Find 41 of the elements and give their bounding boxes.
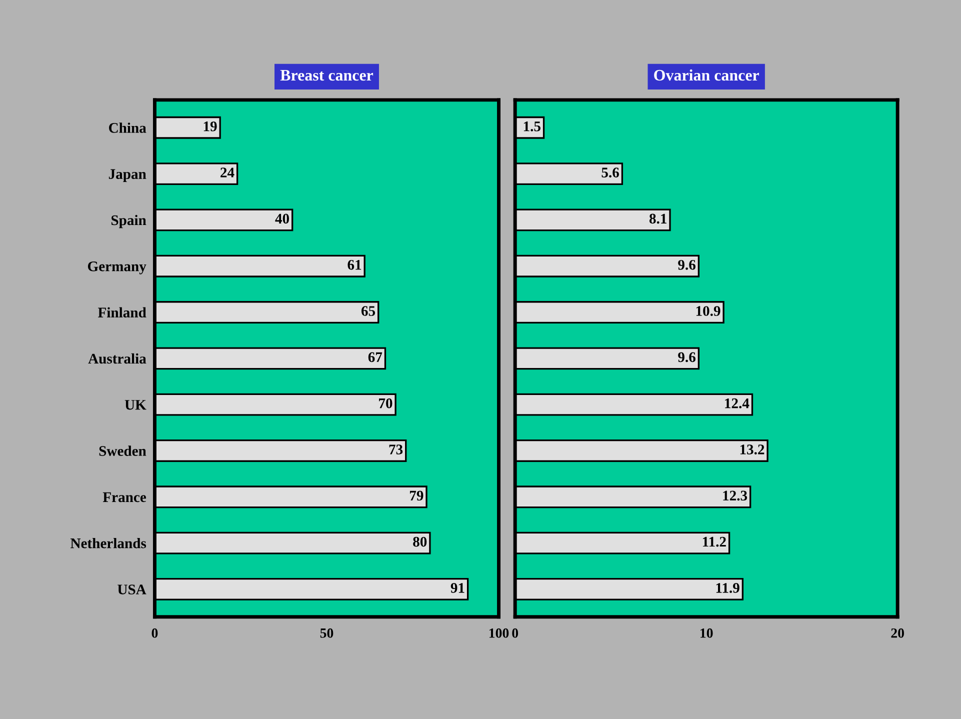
- data-label: 12.3: [723, 490, 748, 501]
- y-tick-label: Australia: [88, 353, 146, 364]
- x-tick-label: 0: [152, 628, 158, 638]
- data-label: 12.4: [725, 398, 750, 408]
- data-label: 9.6: [678, 352, 696, 362]
- data-label: 11.9: [716, 583, 740, 593]
- x-tick-label: 100: [489, 628, 509, 638]
- data-label: 5.6: [602, 168, 619, 178]
- data-label: 40: [275, 214, 289, 224]
- y-tick-label: Japan: [108, 169, 146, 182]
- data-label: 11.2: [702, 536, 726, 547]
- chart-title: Breast cancer: [280, 70, 374, 81]
- data-label: 70: [379, 398, 392, 408]
- data-label: 10.9: [696, 306, 720, 316]
- data-label: 8.1: [649, 214, 666, 224]
- data-label: 67: [368, 352, 382, 362]
- y-tick-label: Finland: [98, 307, 146, 318]
- data-label: 61: [348, 260, 362, 270]
- data-label: 1.5: [524, 122, 540, 132]
- y-tick-label: Sweden: [99, 446, 146, 456]
- data-label: 65: [361, 306, 376, 316]
- y-tick-label: China: [109, 122, 146, 133]
- y-tick-label: USA: [118, 584, 146, 594]
- data-label: 19: [204, 121, 217, 132]
- x-tick-label: 10: [700, 628, 713, 638]
- y-tick-label: Netherlands: [70, 538, 146, 548]
- data-label: 13.2: [740, 444, 764, 454]
- data-label: 80: [413, 536, 427, 547]
- y-tick-label: Spain: [111, 214, 146, 228]
- data-label: 9.6: [678, 260, 696, 270]
- x-tick-label: 20: [891, 628, 904, 638]
- data-label: 91: [450, 583, 464, 593]
- data-label: 79: [410, 490, 424, 501]
- x-tick-label: 0: [512, 628, 518, 638]
- y-tick-label: Germany: [88, 261, 146, 274]
- y-tick-label: UK: [124, 400, 146, 410]
- data-label: 73: [389, 444, 403, 454]
- y-tick-label: France: [102, 492, 146, 502]
- chart-title: Ovarian cancer: [654, 69, 759, 81]
- x-tick-label: 50: [320, 628, 334, 638]
- data-label: 24: [220, 168, 234, 178]
